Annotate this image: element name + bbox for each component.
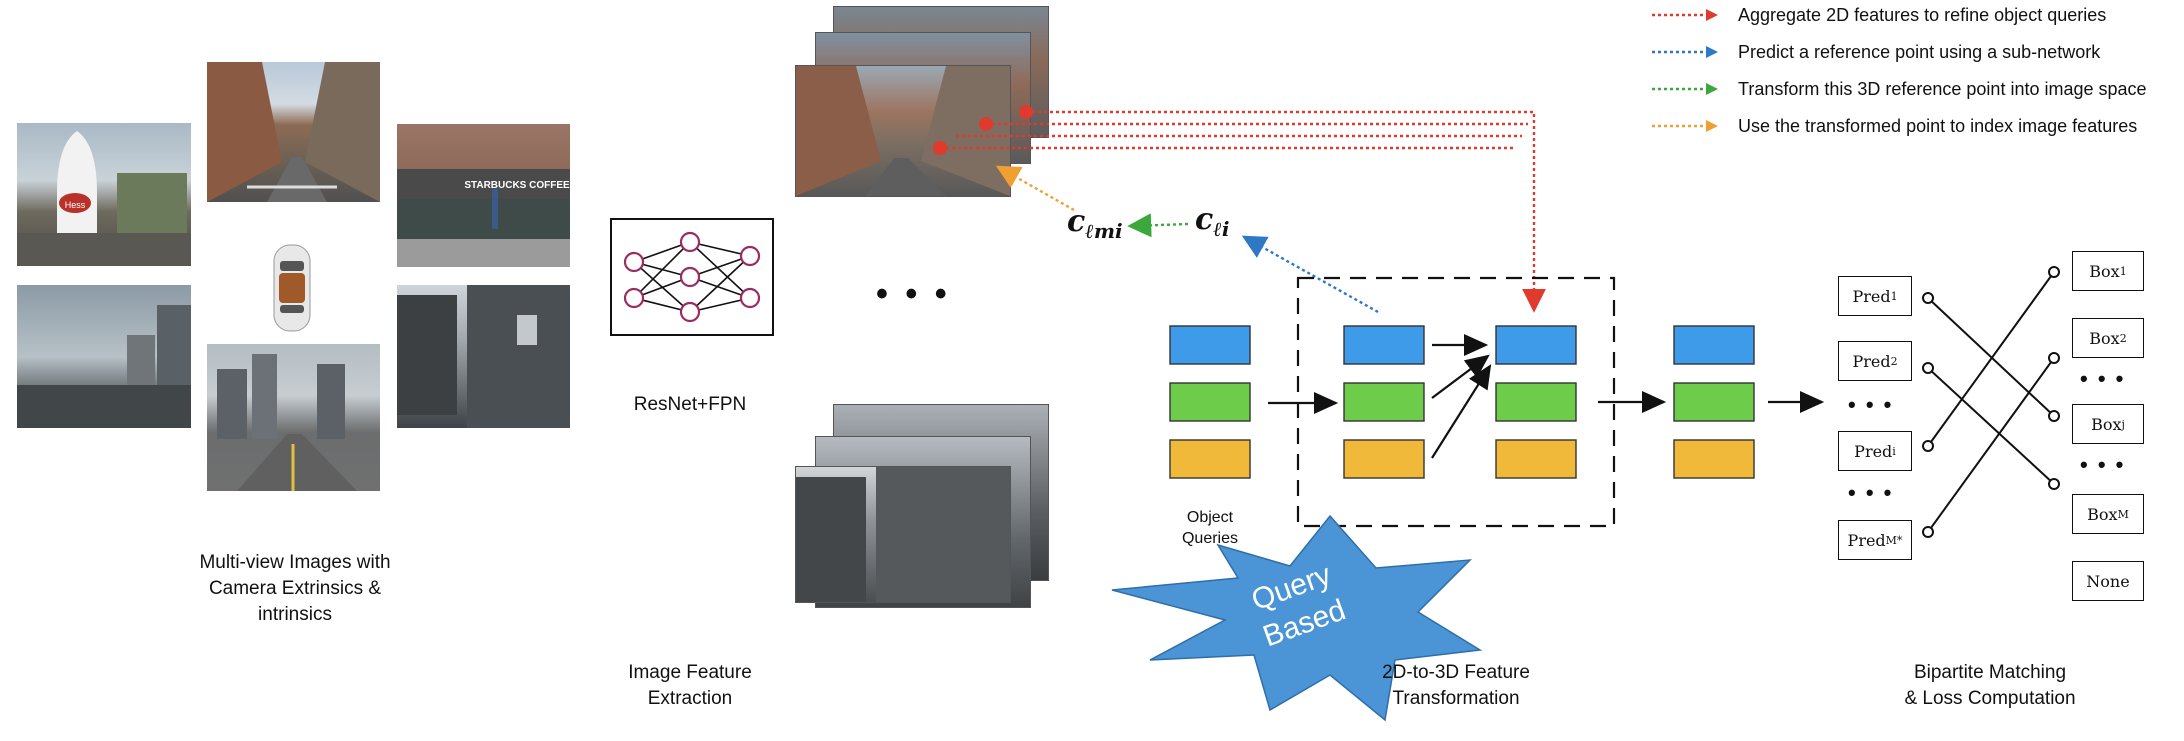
gt-box-1-sub: 1: [2119, 264, 2127, 278]
camera-front-left-image: Hess: [17, 123, 191, 266]
cafe-sign-text: STARBUCKS COFFEE: [464, 180, 570, 191]
ref-point-3d-base: c: [1195, 202, 1214, 237]
gt-box-m-sub: M: [2117, 507, 2129, 521]
camera-front-image: [207, 62, 380, 202]
legend-orange-arrow-icon: [1652, 120, 1718, 132]
gt-box-j-sub: j: [2121, 417, 2125, 431]
index-features-arrow: [995, 165, 1075, 212]
matching-lines: [1927, 271, 2055, 533]
transform-refpoint-arrow: [1127, 213, 1189, 238]
pred-box-i-base: Pred: [1854, 441, 1893, 461]
gt-box-none-base: None: [2086, 571, 2130, 591]
pred-box-i-sub: i: [1892, 444, 1896, 458]
legend-text-transform: Transform this 3D reference point into i…: [1738, 78, 2147, 99]
feature-map-ellipsis: • • •: [876, 275, 951, 313]
object-queries-label: Object Queries: [1181, 509, 1239, 547]
camera-front-right-image: STARBUCKS COFFEE: [397, 124, 570, 267]
gt-box-j-base: Box: [2091, 414, 2122, 434]
legend-item-predict: Predict a reference point using a sub-ne…: [1650, 39, 2100, 65]
legend-red-arrow-icon: [1652, 9, 1718, 21]
backbone-network-icon: [610, 218, 774, 336]
pred-box-1-sub: 1: [1890, 289, 1898, 303]
legend-text-aggregate: Aggregate 2D features to refine object q…: [1738, 4, 2107, 25]
ref-point-image-sub: ℓmi: [1085, 219, 1123, 243]
pred-box-1: Pred 1: [1838, 276, 1912, 316]
gt-box-2-base: Box: [2089, 328, 2120, 348]
gt-box-2: Box 2: [2072, 318, 2144, 358]
ego-car-icon: [273, 244, 311, 332]
feature-sample-points: [933, 105, 1033, 155]
gt-box-1: Box 1: [2072, 251, 2144, 291]
legend-item-transform: Transform this 3D reference point into i…: [1650, 76, 2147, 102]
flow-arrows: [1268, 334, 1825, 459]
pred-box-2-base: Pred: [1852, 351, 1891, 371]
legend-blue-arrow-icon: [1652, 46, 1718, 58]
feature-map-top-1: [795, 65, 1011, 197]
predict-refpoint-arrow: [1241, 235, 1379, 314]
matching-endpoints: [1922, 266, 2060, 538]
feature-map-bottom-1: [795, 466, 1011, 603]
gt-dots-1: • • •: [2080, 366, 2126, 391]
object-queries-input: [1169, 325, 1251, 479]
object-queries-output: [1673, 325, 1755, 479]
gt-dots-2: • • •: [2080, 452, 2126, 477]
camera-back-left-image: [17, 285, 191, 428]
query-based-starburst: [1111, 514, 1483, 722]
gt-box-none: None: [2072, 561, 2144, 601]
gt-box-2-sub: 2: [2119, 331, 2127, 345]
pred-dots-1: • • •: [1848, 392, 1894, 417]
backbone-label: ResNet+FPN: [633, 394, 747, 415]
legend-green-arrow-icon: [1652, 83, 1718, 95]
ref-point-image-base: c: [1067, 204, 1086, 239]
legend-item-index: Use the transformed point to index image…: [1650, 113, 2137, 139]
pred-box-m: Pred M*: [1838, 520, 1912, 560]
gt-box-m: Box M: [2072, 494, 2144, 534]
balloon-text: Hess: [65, 200, 86, 210]
pred-box-2: Pred 2: [1838, 341, 1912, 381]
ref-point-3d-sub: ℓi: [1213, 217, 1230, 241]
camera-back-right-image: [397, 285, 570, 428]
gt-box-1-base: Box: [2089, 261, 2120, 281]
legend-text-predict: Predict a reference point using a sub-ne…: [1738, 41, 2101, 62]
camera-back-image: [207, 344, 380, 491]
gt-box-m-base: Box: [2087, 504, 2118, 524]
pred-box-2-sub: 2: [1890, 354, 1898, 368]
object-queries-stage1: [1343, 325, 1425, 479]
legend-item-aggregate: Aggregate 2D features to refine object q…: [1650, 2, 2106, 28]
object-queries-refined: [1495, 325, 1577, 479]
legend-text-index: Use the transformed point to index image…: [1738, 115, 2138, 136]
matching-caption: Bipartite Matching & Loss Computation: [1904, 662, 2076, 709]
ref-point-3d-label: cℓi: [1195, 202, 1229, 242]
aggregate-arrows: [940, 110, 1546, 313]
transformation-caption: 2D-to-3D Feature Transformation: [1382, 662, 1530, 709]
feature-extraction-caption: Image Feature Extraction: [628, 662, 752, 709]
ref-point-image-label: cℓmi: [1067, 204, 1123, 244]
pred-box-1-base: Pred: [1852, 286, 1891, 306]
pred-box-m-sub: M*: [1885, 533, 1903, 547]
pred-dots-2: • • •: [1848, 480, 1894, 505]
multiview-caption: Multi-view Images with Camera Extrinsics…: [199, 552, 391, 625]
gt-box-j: Box j: [2072, 404, 2144, 444]
pred-box-i: Pred i: [1838, 431, 1912, 471]
pred-box-m-base: Pred: [1847, 530, 1886, 550]
